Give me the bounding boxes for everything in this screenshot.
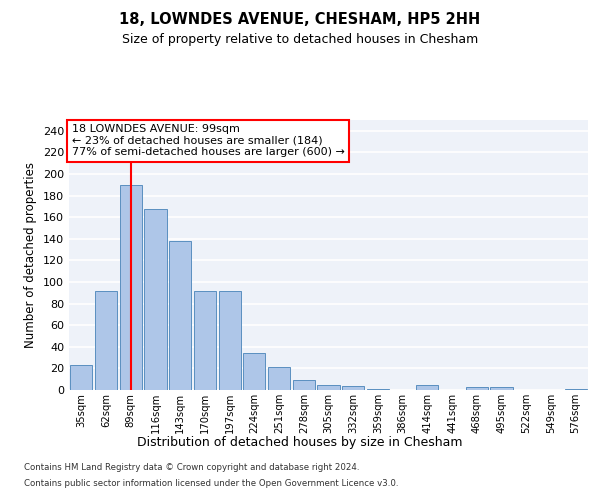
Bar bbox=[95, 290, 117, 390]
Text: Distribution of detached houses by size in Chesham: Distribution of detached houses by size … bbox=[137, 436, 463, 449]
Bar bbox=[218, 290, 241, 390]
Bar bbox=[119, 185, 142, 390]
Text: Contains HM Land Registry data © Crown copyright and database right 2024.: Contains HM Land Registry data © Crown c… bbox=[24, 464, 359, 472]
Bar bbox=[293, 380, 315, 390]
Bar bbox=[342, 386, 364, 390]
Bar bbox=[268, 368, 290, 390]
Text: 18, LOWNDES AVENUE, CHESHAM, HP5 2HH: 18, LOWNDES AVENUE, CHESHAM, HP5 2HH bbox=[119, 12, 481, 28]
Text: Contains public sector information licensed under the Open Government Licence v3: Contains public sector information licen… bbox=[24, 478, 398, 488]
Y-axis label: Number of detached properties: Number of detached properties bbox=[25, 162, 37, 348]
Text: 18 LOWNDES AVENUE: 99sqm
← 23% of detached houses are smaller (184)
77% of semi-: 18 LOWNDES AVENUE: 99sqm ← 23% of detach… bbox=[71, 124, 344, 157]
Bar bbox=[490, 387, 512, 390]
Bar bbox=[194, 290, 216, 390]
Bar bbox=[145, 208, 167, 390]
Bar bbox=[317, 384, 340, 390]
Bar bbox=[416, 384, 439, 390]
Bar bbox=[70, 365, 92, 390]
Bar bbox=[565, 389, 587, 390]
Bar bbox=[169, 241, 191, 390]
Text: Size of property relative to detached houses in Chesham: Size of property relative to detached ho… bbox=[122, 32, 478, 46]
Bar bbox=[466, 387, 488, 390]
Bar bbox=[243, 354, 265, 390]
Bar bbox=[367, 389, 389, 390]
